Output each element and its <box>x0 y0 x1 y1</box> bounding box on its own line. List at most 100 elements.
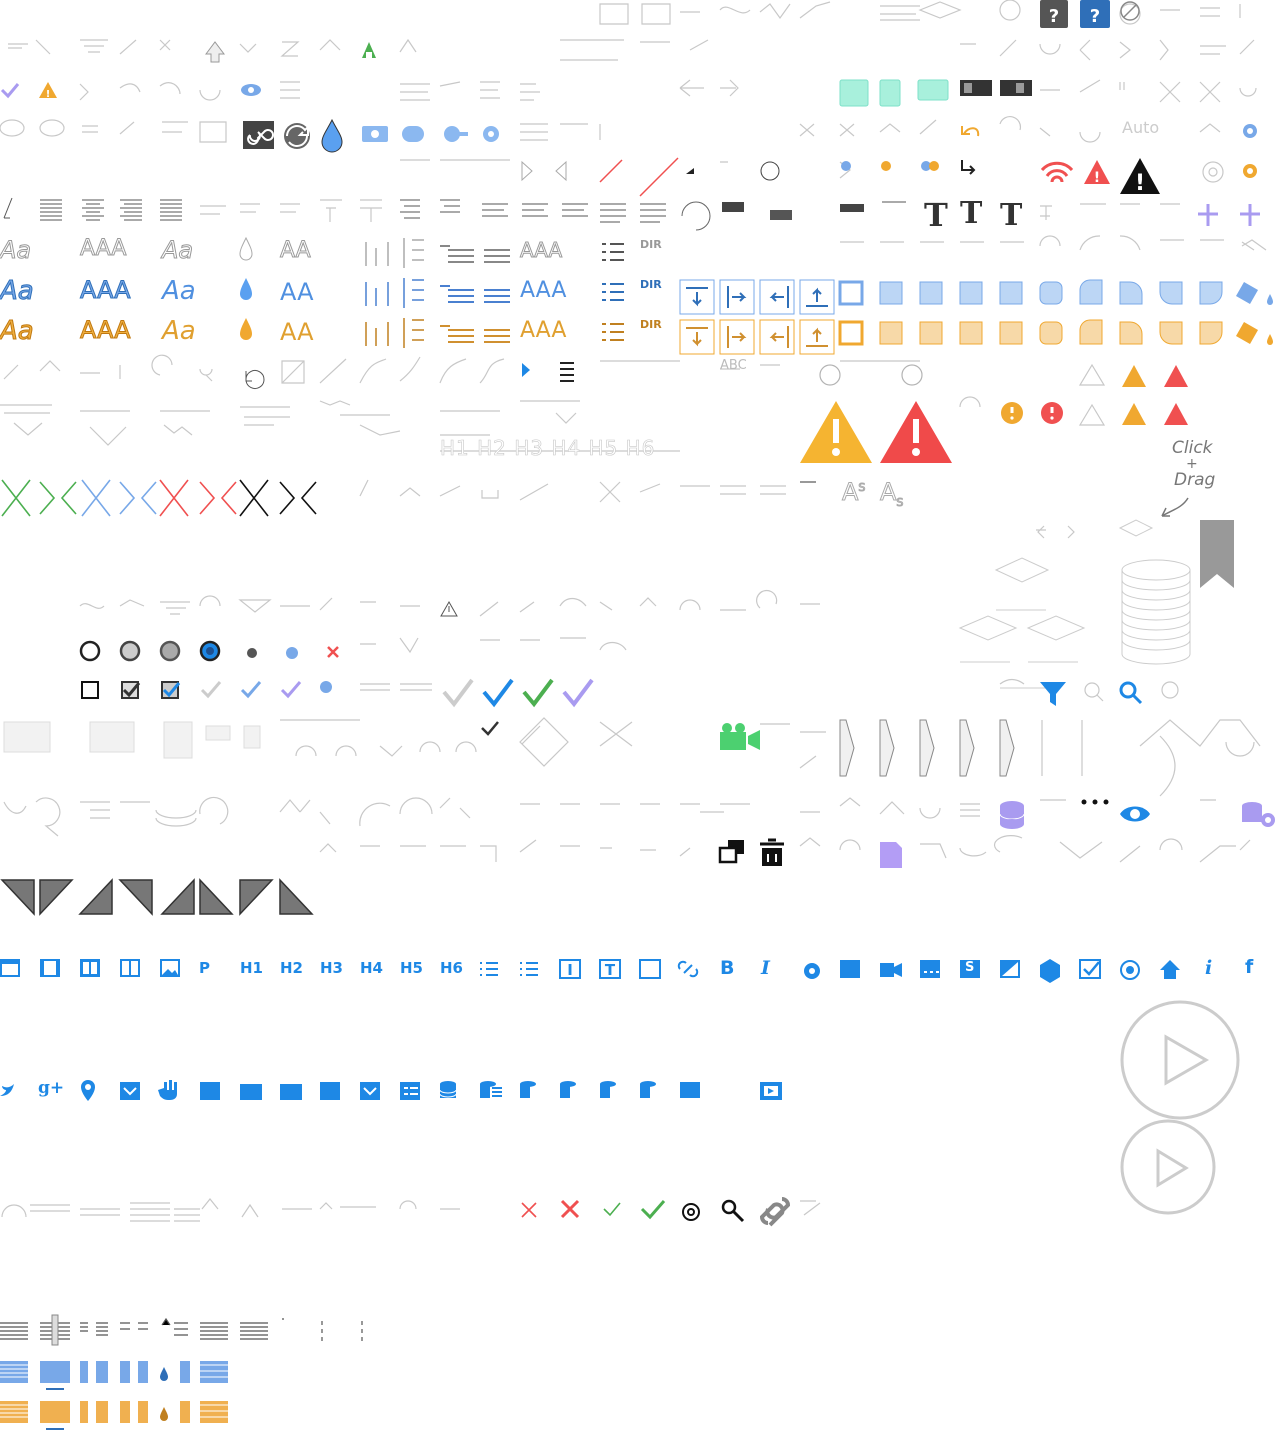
h2-button[interactable]: H2 <box>280 959 303 977</box>
help-dark-badge <box>1040 0 1068 28</box>
heading-tool-label: H1 H2 H3 H4 H5 H6 <box>440 436 656 461</box>
bookmark-icon <box>1200 520 1234 588</box>
misc-ghost-3 <box>720 161 851 179</box>
wrench-icon <box>721 1199 737 1215</box>
infinity-icon <box>243 121 274 149</box>
checkbox-off <box>81 681 99 699</box>
h5-button[interactable]: H5 <box>400 959 423 977</box>
arrow-ghost <box>679 79 739 97</box>
aaa-gray-2: AAA <box>519 238 563 263</box>
layers-ghost <box>880 0 1021 21</box>
x-chevron-row <box>1 479 1234 689</box>
red-line-long-icon <box>639 157 679 197</box>
chevron-icons-ghost <box>239 38 417 57</box>
bold-button[interactable]: B <box>720 957 735 979</box>
mid-sprites <box>0 354 1188 463</box>
monitor-icon <box>839 79 869 107</box>
subscript-sample: AS <box>879 478 904 510</box>
h1-button[interactable]: H1 <box>240 959 263 977</box>
blue-toolbar-2 <box>0 1080 782 1101</box>
text-t-large: T <box>924 196 948 234</box>
dot-orange <box>881 161 891 171</box>
svg-text:!: ! <box>46 89 51 100</box>
checkmark-icon <box>0 83 20 99</box>
icon-sprite-top: ! ? ? ! ! <box>0 0 1257 197</box>
dot-blue <box>841 161 851 171</box>
warning-red-icon <box>1084 160 1110 184</box>
plus-icon-purple-2 <box>1240 204 1260 226</box>
dir-label-blue: DIR <box>640 278 662 291</box>
aa2-gray: AA <box>280 238 312 264</box>
twitter-icon <box>0 1084 14 1096</box>
undo-icon <box>961 126 980 137</box>
text-format-sprites <box>3 197 1267 251</box>
aa2-orange: AA <box>280 318 314 346</box>
aa-blue: Aa <box>0 276 34 307</box>
svg-text:T: T <box>605 961 616 979</box>
align-icons <box>40 199 666 223</box>
lines-ghost <box>400 81 540 101</box>
table-ghost <box>400 123 601 161</box>
undo-ghost <box>999 115 1221 143</box>
blue-toolbar-labels: P H1 H2 H3 H4 H5 H6 B I S i f <box>0 955 1280 989</box>
form-controls <box>79 589 1179 708</box>
file-icon <box>880 842 902 868</box>
text-t-small: T <box>1000 198 1023 233</box>
google-plus-button[interactable]: g+ <box>38 1078 65 1098</box>
text-t-medium: T <box>960 196 983 231</box>
aa-gray: Aa <box>0 236 32 265</box>
play-circle-large[interactable] <box>1120 1000 1240 1120</box>
click-drag-line1: Click <box>1172 438 1213 458</box>
window-icons-ghost <box>599 1 831 25</box>
superscript-sample: AS <box>841 478 866 507</box>
chevron-screen-row <box>3 717 1261 797</box>
paragraph-button[interactable]: P <box>199 959 210 977</box>
x-pair-ghost <box>1040 79 1257 103</box>
media-icon-2 <box>402 126 424 142</box>
settings-icon <box>682 1203 700 1221</box>
dir-label-gray: DIR <box>640 238 662 251</box>
s-badge-label: S <box>965 960 975 975</box>
action-row-1210 <box>1 1197 821 1227</box>
small-x-icon <box>327 646 339 658</box>
h4-button[interactable]: H4 <box>360 959 383 977</box>
map-pin-icon <box>81 1080 95 1101</box>
info-button[interactable]: i <box>1205 957 1213 979</box>
play-outline-icon <box>521 160 533 182</box>
laptop-icon <box>917 79 949 101</box>
aa-blue-2: Aa <box>162 276 196 306</box>
align-icons-ghost <box>8 39 171 55</box>
facebook-button[interactable]: f <box>1245 956 1254 978</box>
text-ghost <box>560 39 709 61</box>
rect-filled-icon <box>722 202 744 212</box>
aaa-blue: AAA <box>80 276 132 305</box>
italic-button[interactable]: I <box>761 957 770 979</box>
search-icon <box>1119 681 1137 699</box>
aa-orange-2: Aa <box>162 316 196 346</box>
tree-icon <box>362 42 376 58</box>
circle-outline-icon <box>760 161 780 181</box>
aa2-blue: AA <box>280 278 314 306</box>
help-blue-badge <box>1080 0 1110 28</box>
h3-button[interactable]: H3 <box>320 959 343 977</box>
h6-button[interactable]: H6 <box>440 959 463 977</box>
dir-label-orange: DIR <box>640 318 662 331</box>
trash-icon <box>762 848 782 866</box>
abc-label: ABC <box>720 358 747 373</box>
auto-label: Auto <box>1122 118 1160 137</box>
water-drop-icon <box>321 118 343 153</box>
play-circle-medium[interactable] <box>1120 1119 1216 1215</box>
filter-icon <box>1040 682 1066 706</box>
click-drag-line3: Drag <box>1174 470 1216 490</box>
tablet-icon <box>879 79 901 107</box>
return-arrow-icon <box>961 160 976 175</box>
dot-blue-2 <box>286 647 298 659</box>
misc-ghost <box>1119 3 1241 25</box>
corner-triangles <box>0 878 314 916</box>
eye-ghost-row <box>0 119 227 143</box>
media-icon-3 <box>444 126 460 142</box>
dot-dark <box>247 648 257 658</box>
play-circles <box>1120 1000 1240 1215</box>
back-outline-icon <box>555 160 567 182</box>
red-line-icon <box>599 159 623 183</box>
